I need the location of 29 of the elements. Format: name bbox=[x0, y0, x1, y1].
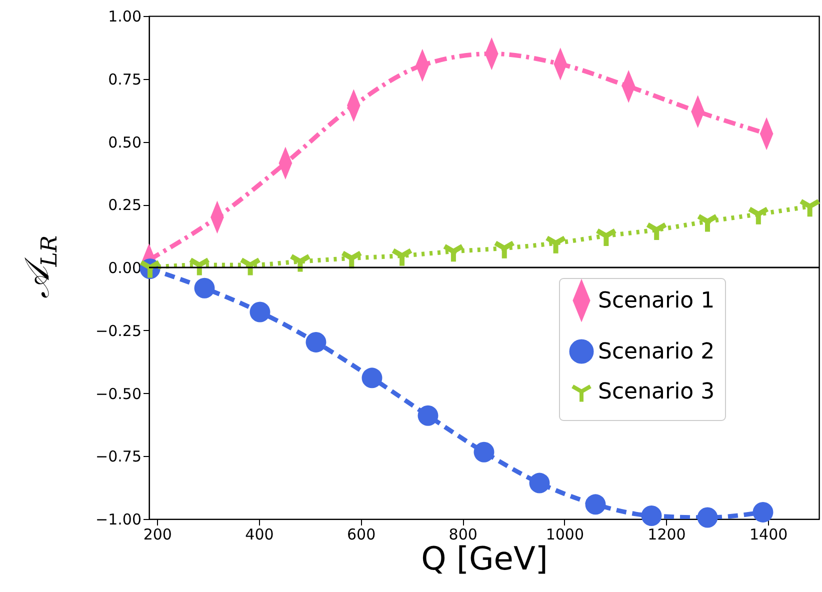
legend-label: Scenario 2 bbox=[598, 340, 715, 364]
y-tick-label: −0.25 bbox=[96, 322, 142, 340]
x-tick-label: 1200 bbox=[648, 526, 686, 544]
x-tick-label: 400 bbox=[245, 526, 274, 544]
point bbox=[641, 506, 662, 526]
x-tick-label: 600 bbox=[346, 526, 376, 544]
y-tick-label: 0.75 bbox=[108, 70, 142, 88]
point bbox=[474, 442, 494, 462]
x-tick-label: 200 bbox=[143, 526, 172, 544]
point bbox=[697, 507, 718, 528]
y-tick-label: 0.00 bbox=[108, 259, 142, 277]
point bbox=[362, 368, 382, 388]
y-tick-label: 0.50 bbox=[108, 133, 142, 152]
point bbox=[250, 302, 270, 322]
legend-label: Scenario 1 bbox=[598, 288, 715, 314]
x-tick-label: 1400 bbox=[749, 526, 788, 544]
point bbox=[194, 278, 215, 298]
point bbox=[585, 494, 606, 515]
y-tick-label: −0.50 bbox=[96, 384, 142, 403]
y-tick-label: 0.25 bbox=[108, 196, 142, 214]
x-tick-label: 1000 bbox=[546, 526, 584, 544]
y-tick-label: 1.00 bbox=[108, 8, 142, 26]
point bbox=[306, 332, 326, 352]
point bbox=[529, 472, 550, 494]
y-tick-label: −0.75 bbox=[96, 448, 142, 466]
point bbox=[752, 502, 774, 522]
point bbox=[418, 405, 438, 426]
legend-label: Scenario 3 bbox=[598, 380, 715, 404]
y-tick-label: −1.00 bbox=[96, 510, 142, 528]
